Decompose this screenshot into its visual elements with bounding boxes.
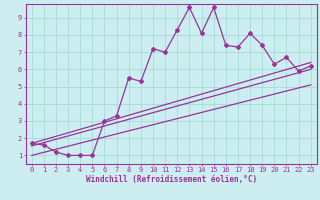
X-axis label: Windchill (Refroidissement éolien,°C): Windchill (Refroidissement éolien,°C) <box>86 175 257 184</box>
